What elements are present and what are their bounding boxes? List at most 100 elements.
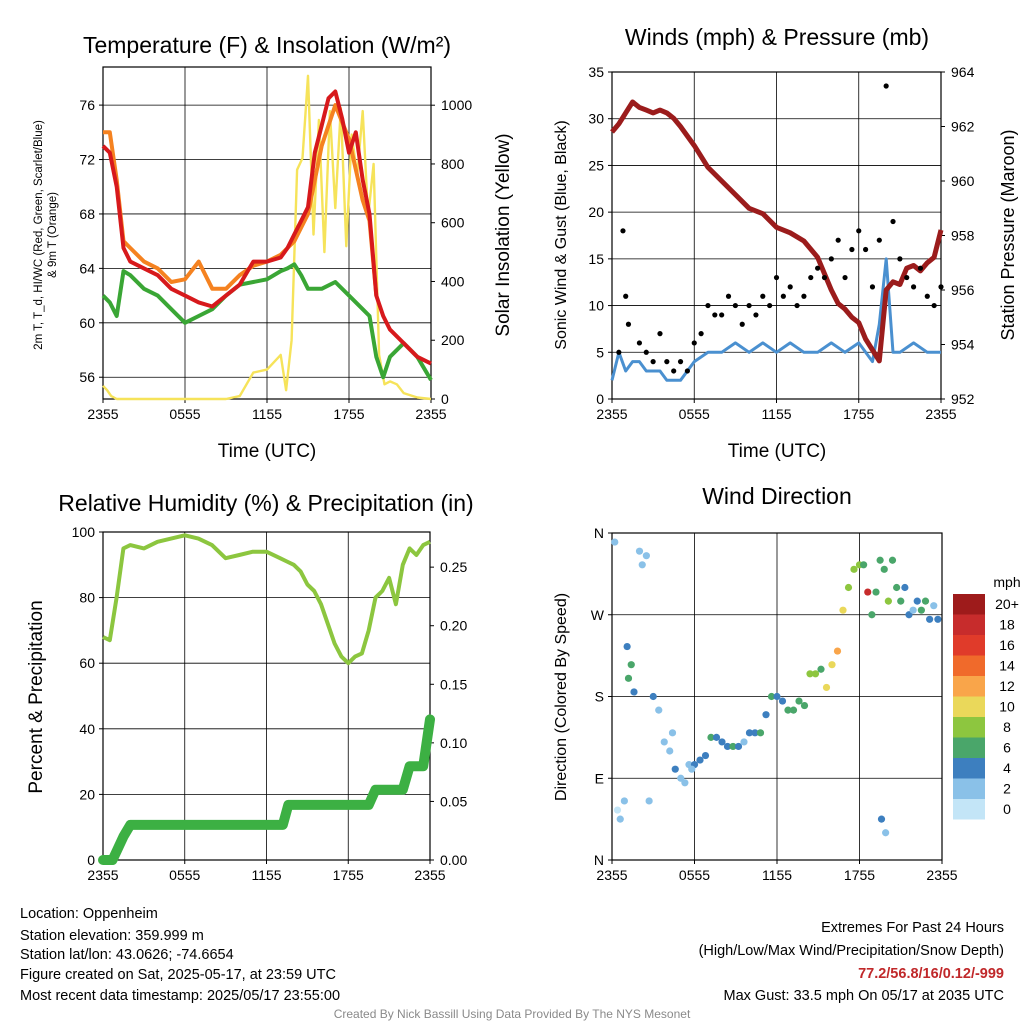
- gust-point: [650, 359, 656, 365]
- direction-point: [712, 733, 721, 741]
- legend-label: 2: [1003, 781, 1011, 797]
- direction-point: [913, 597, 921, 605]
- gust-point: [746, 302, 752, 309]
- direction-point: [707, 733, 715, 741]
- y-tick-label: 35: [588, 64, 604, 80]
- y2-tick-label: 956: [951, 282, 975, 298]
- legend-swatch: [953, 676, 985, 697]
- legend-swatch: [953, 594, 985, 615]
- direction-point: [864, 588, 872, 596]
- gust-point: [625, 321, 632, 327]
- gust-point: [787, 284, 793, 290]
- legend-label: 12: [999, 678, 1015, 694]
- series-precipitation: [98, 714, 435, 865]
- gust-point: [808, 274, 814, 281]
- y-tick-label: 0: [87, 852, 95, 868]
- y-tick-label: 5: [596, 344, 604, 360]
- direction-point: [917, 606, 925, 614]
- direction-point: [800, 701, 809, 710]
- gust-point: [684, 368, 690, 374]
- x-tick-label: 1755: [843, 406, 874, 422]
- direction-point: [901, 583, 909, 592]
- gust-point: [643, 349, 649, 355]
- direction-point: [789, 706, 798, 714]
- chart-title: Winds (mph) & Pressure (mb): [625, 24, 929, 50]
- y-tick-label: 20: [79, 786, 95, 802]
- chart-title: Wind Direction: [702, 483, 852, 509]
- y-tick-label: 15: [588, 251, 604, 267]
- direction-point: [666, 747, 674, 755]
- gust-point: [910, 284, 917, 290]
- direction-point: [723, 742, 732, 751]
- y2-tick-label: 954: [951, 337, 975, 353]
- legend-label: 8: [1003, 719, 1011, 735]
- direction-point: [671, 765, 679, 773]
- y-tick-label: S: [595, 689, 604, 705]
- gust-point: [904, 274, 910, 281]
- legend-swatch: [953, 696, 985, 717]
- max-gust-text: Max Gust: 33.5 mph On 05/17 at 2035 UTC: [723, 988, 1004, 1004]
- x-tick-label: 0555: [169, 867, 200, 883]
- direction-point: [909, 606, 917, 614]
- y-tick-label: 72: [79, 152, 95, 168]
- gust-point: [815, 265, 821, 271]
- y2-tick-label: 960: [951, 173, 975, 189]
- y2-tick-label: 0.15: [440, 676, 467, 692]
- y2-tick-label: 1000: [441, 97, 472, 113]
- latlon-text: Station lat/lon: 43.0626; -74.6654: [20, 947, 234, 963]
- y-tick-label: 40: [79, 721, 95, 737]
- gust-point: [863, 246, 869, 253]
- y-tick-label: 0: [596, 391, 604, 407]
- gust-point: [924, 293, 930, 299]
- y-tick-label: 68: [79, 206, 95, 222]
- x-tick-label: 2355: [596, 867, 627, 883]
- direction-point: [860, 561, 868, 569]
- y-tick-label: 100: [72, 524, 96, 540]
- legend-label: 16: [999, 637, 1015, 653]
- direction-point: [620, 797, 628, 805]
- gust-point: [671, 368, 677, 374]
- chart-panel-2: 2355 0555 1155 1755 235505101520253035952954…: [553, 24, 1018, 462]
- direction-point: [660, 738, 668, 746]
- y2-tick-label: 964: [951, 64, 975, 80]
- direction-point: [718, 738, 726, 746]
- gust-point: [677, 359, 684, 365]
- direction-point: [624, 674, 633, 682]
- chart-panel-3: 2355 0555 1155 1755 23550204060801000.000.05…: [26, 490, 474, 883]
- direction-point: [729, 742, 737, 751]
- legend-label: 0: [1003, 801, 1011, 817]
- gust-point: [636, 340, 643, 346]
- gust-point: [657, 331, 663, 337]
- legend-title: mph: [993, 574, 1020, 590]
- y-tick-label: 64: [79, 260, 95, 276]
- gust-point: [856, 228, 862, 234]
- chart-panel-1: 2355 0555 1155 1755 2355 56 60 64 68 72 76 0 200 400 6…: [33, 32, 514, 462]
- gust-point: [767, 302, 773, 309]
- y2-tick-label: 958: [951, 228, 975, 244]
- legend-swatch: [953, 799, 985, 820]
- gust-point: [616, 349, 622, 355]
- y2-tick-label: 962: [951, 119, 975, 135]
- x-tick-label: 2355: [414, 867, 445, 883]
- series-2m-temperature: [101, 89, 432, 366]
- x-tick-label: 2355: [925, 406, 956, 422]
- extremes-title: Extremes For Past 24 Hours: [821, 920, 1004, 936]
- direction-point: [756, 729, 765, 737]
- direction-point: [745, 729, 754, 737]
- gust-point: [664, 359, 670, 365]
- gust-point: [719, 312, 725, 318]
- direction-point: [806, 670, 814, 678]
- y2-tick-label: 600: [441, 215, 465, 231]
- y2-tick-label: 0.10: [440, 735, 467, 751]
- gust-point: [712, 312, 718, 318]
- series-relative-humidity: [102, 533, 431, 666]
- y-tick-label: 30: [588, 111, 604, 127]
- chart-title: Temperature (F) & Insolation (W/m²): [83, 32, 451, 58]
- gust-point: [890, 218, 896, 225]
- direction-point: [897, 597, 905, 605]
- y-tick-label: 76: [79, 97, 95, 113]
- direction-point: [767, 692, 776, 701]
- direction-point: [872, 588, 880, 596]
- direction-point: [635, 547, 644, 555]
- y-tick-label: N: [594, 525, 604, 541]
